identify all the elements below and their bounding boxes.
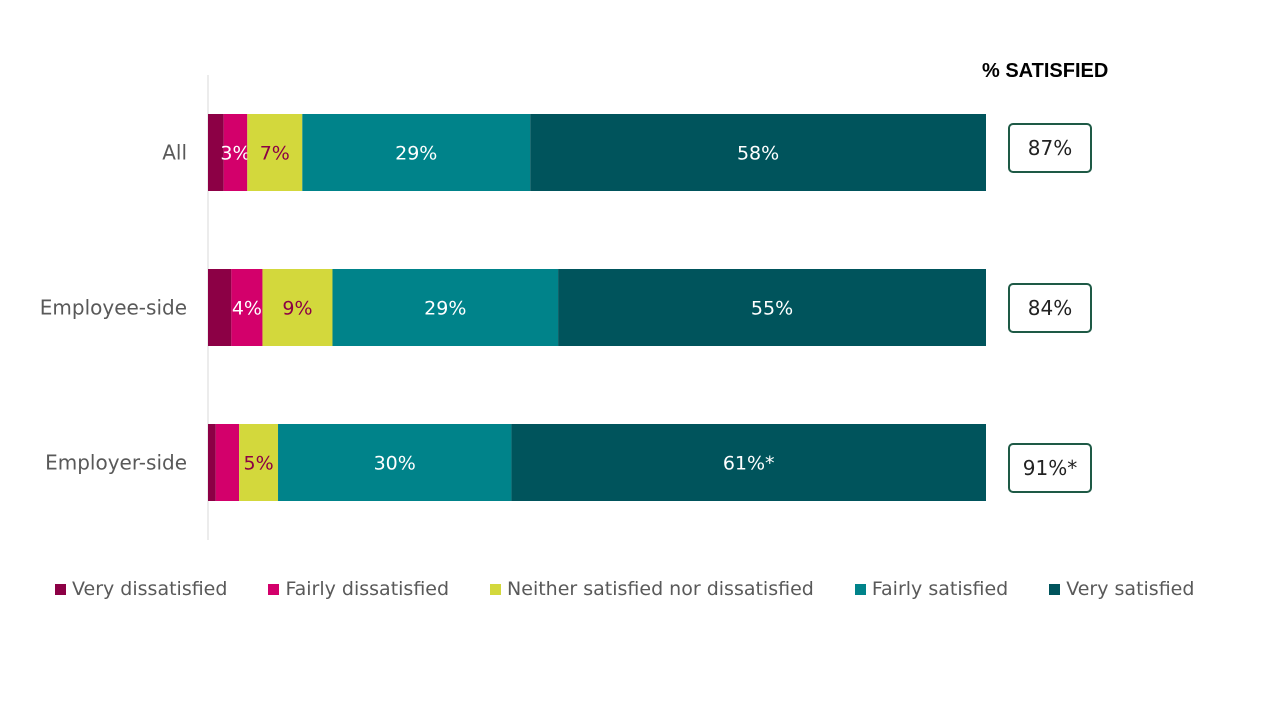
bar-segment [558, 269, 986, 346]
bar-segment [215, 424, 240, 501]
legend-swatch [268, 583, 280, 595]
category-label: Employer-side [45, 451, 187, 475]
bar-segment [278, 424, 512, 501]
data-label: 29% [424, 298, 466, 320]
bar-segment [262, 269, 333, 346]
bar-segment [332, 269, 559, 346]
bar-segment [231, 269, 263, 346]
legend-item: Fairly dissatisfied [268, 578, 449, 600]
legend-label: Neither satisfied nor dissatisfied [507, 578, 814, 600]
bar-segment [208, 114, 224, 191]
bar-segment [208, 269, 232, 346]
category-label: All [162, 141, 187, 165]
data-label: 4% [232, 298, 262, 320]
bar-segment [530, 114, 986, 191]
legend-item: Fairly satisfied [854, 578, 1009, 600]
data-label: 58% [737, 143, 779, 165]
category-label: Employee-side [40, 296, 187, 320]
legend-swatch [490, 583, 502, 595]
legend-label: Fairly satisfied [871, 578, 1009, 600]
legend-label: Fairly dissatisfied [285, 578, 450, 600]
legend-label: Very dissatisfied [72, 578, 228, 600]
bar-segment [223, 114, 248, 191]
bar-segment [511, 424, 986, 501]
satisfied-box-employer-side: 91%* [1008, 443, 1092, 493]
bar-segment [208, 424, 216, 501]
legend-item: Very satisfied [1049, 578, 1194, 600]
satisfied-title: % SATISFIED [982, 60, 1109, 82]
legend-swatch [854, 583, 866, 595]
legend-item: Neither satisfied nor dissatisfied [490, 578, 814, 600]
data-label: 55% [751, 298, 793, 320]
satisfied-box-all: 87% [1008, 123, 1092, 173]
legend: Very dissatisfied Fairly dissatisfied Neit… [55, 578, 1235, 600]
legend-item: Very dissatisfied [55, 578, 227, 600]
data-label: 30% [374, 453, 416, 475]
data-label: 61%* [723, 453, 775, 475]
data-label: 3% [220, 143, 250, 165]
legend-swatch [1049, 583, 1061, 595]
bar-segment [247, 114, 303, 191]
data-label: 7% [260, 143, 290, 165]
data-label: 9% [282, 298, 312, 320]
legend-swatch [55, 583, 66, 595]
data-label: 5% [243, 453, 273, 475]
legend-label: Very satisfied [1066, 578, 1195, 600]
satisfied-box-employee-side: 84% [1008, 283, 1092, 333]
data-label: 29% [395, 143, 437, 165]
bar-segment [239, 424, 279, 501]
bar-segment [302, 114, 531, 191]
